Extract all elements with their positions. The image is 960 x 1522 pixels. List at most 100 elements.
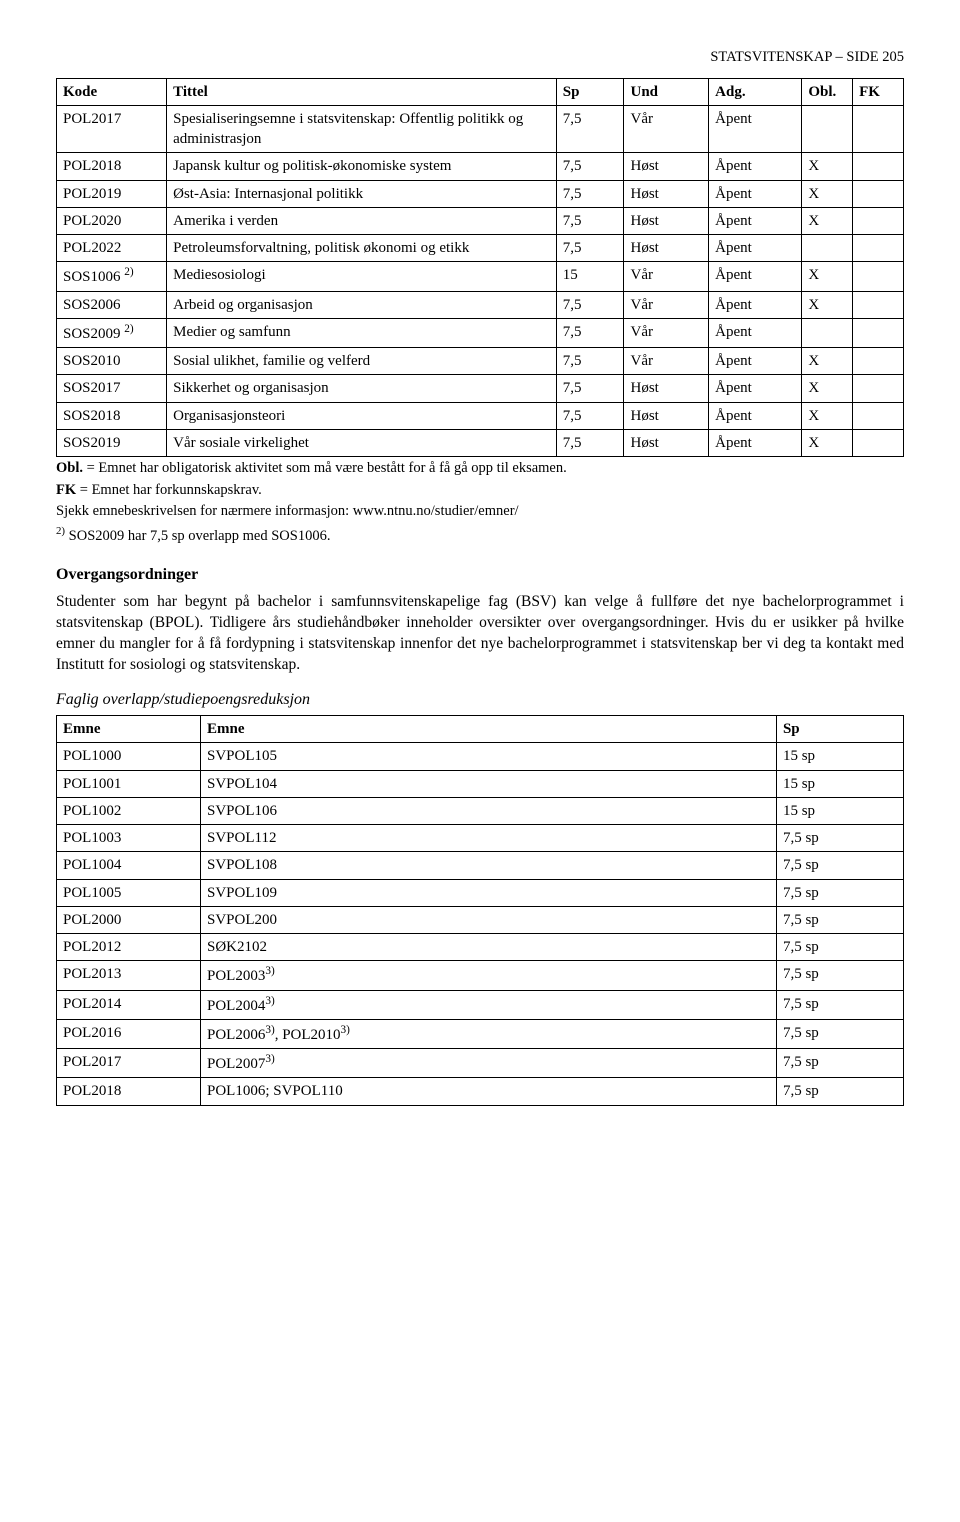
cell-sp: 7,5 [556,375,624,402]
note-fn2-sup: 2) [56,525,65,537]
cell-kode: SOS2017 [57,375,167,402]
overgang-heading: Overgangsordninger [56,564,904,586]
kode-sup: 2) [124,323,133,335]
table-row: SOS2006Arbeid og organisasjon7,5VårÅpent… [57,291,904,318]
cell-emne2: POL1006; SVPOL110 [200,1078,776,1105]
cell-overlap-sp: 7,5 sp [776,879,903,906]
cell-overlap-sp: 15 sp [776,770,903,797]
emne2-sup: 3) [265,1024,274,1036]
cell-kode: POL2018 [57,153,167,180]
cell-obl [802,318,853,347]
note-fk: FK = Emnet har forkunnskapskrav. [56,481,904,501]
cell-emne2: SØK2102 [200,934,776,961]
cell-und: Høst [624,375,709,402]
cell-obl: X [802,402,853,429]
emne2-sup: 3) [341,1024,350,1036]
cell-und: Vår [624,262,709,291]
cell-adg: Åpent [709,375,802,402]
cell-obl: X [802,207,853,234]
cell-tittel: Sikkerhet og organisasjon [167,375,557,402]
cell-obl: X [802,429,853,456]
cell-emne2: SVPOL108 [200,852,776,879]
cell-obl: X [802,291,853,318]
cell-emne1: POL1004 [57,852,201,879]
cell-emne1: POL2000 [57,906,201,933]
cell-adg: Åpent [709,262,802,291]
cell-tittel: Mediesosiologi [167,262,557,291]
cell-emne2: SVPOL112 [200,825,776,852]
cell-emne2: POL20033) [200,961,776,990]
table-row: POL2018POL1006; SVPOL1107,5 sp [57,1078,904,1105]
overgang-para: Studenter som har begynt på bachelor i s… [56,592,904,676]
cell-adg: Åpent [709,291,802,318]
table-row: POL2020Amerika i verden7,5HøstÅpentX [57,207,904,234]
cell-overlap-sp: 15 sp [776,743,903,770]
cell-tittel: Petroleumsforvaltning, politisk økonomi … [167,235,557,262]
cell-emne1: POL1005 [57,879,201,906]
cell-emne1: POL1002 [57,797,201,824]
cell-sp: 7,5 [556,318,624,347]
table-row: POL2018Japansk kultur og politisk-økonom… [57,153,904,180]
cell-emne1: POL2017 [57,1049,201,1078]
cell-fk [853,180,904,207]
cell-overlap-sp: 7,5 sp [776,852,903,879]
cell-und: Vår [624,105,709,153]
cell-tittel: Organisasjonsteori [167,402,557,429]
cell-adg: Åpent [709,235,802,262]
cell-adg: Åpent [709,429,802,456]
cell-emne1: POL2018 [57,1078,201,1105]
cell-und: Vår [624,318,709,347]
cell-tittel: Spesialiseringsemne i statsvitenskap: Of… [167,105,557,153]
note-obl-text: = Emnet har obligatorisk aktivitet som m… [83,460,567,476]
note-fn2: 2) SOS2009 har 7,5 sp overlapp med SOS10… [56,524,904,546]
th-adg: Adg. [709,78,802,105]
cell-emne1: POL1003 [57,825,201,852]
cell-adg: Åpent [709,318,802,347]
cell-adg: Åpent [709,180,802,207]
table-row: POL1003SVPOL1127,5 sp [57,825,904,852]
note-fn2-text: SOS2009 har 7,5 sp overlapp med SOS1006. [65,528,330,544]
note-sjekk: Sjekk emnebeskrivelsen for nærmere infor… [56,502,904,522]
cell-emne2: SVPOL200 [200,906,776,933]
th-emne1: Emne [57,716,201,743]
cell-und: Høst [624,180,709,207]
cell-emne1: POL2014 [57,990,201,1019]
cell-obl [802,235,853,262]
table-row: POL2014POL20043)7,5 sp [57,990,904,1019]
cell-und: Høst [624,402,709,429]
cell-sp: 7,5 [556,429,624,456]
th-fk: FK [853,78,904,105]
table-row: POL2019Øst-Asia: Internasjonal politikk7… [57,180,904,207]
cell-und: Høst [624,153,709,180]
cell-sp: 7,5 [556,291,624,318]
cell-kode: SOS2006 [57,291,167,318]
cell-fk [853,105,904,153]
th-obl: Obl. [802,78,853,105]
cell-kode: SOS2018 [57,402,167,429]
cell-tittel: Medier og samfunn [167,318,557,347]
emne2-sup: 3) [265,1053,274,1065]
cell-fk [853,348,904,375]
th-overlap-sp: Sp [776,716,903,743]
cell-obl: X [802,262,853,291]
cell-overlap-sp: 7,5 sp [776,990,903,1019]
table-row: POL1005SVPOL1097,5 sp [57,879,904,906]
cell-emne2: SVPOL104 [200,770,776,797]
cell-obl [802,105,853,153]
cell-overlap-sp: 7,5 sp [776,1078,903,1105]
table-row: POL1000SVPOL10515 sp [57,743,904,770]
note-obl-label: Obl. [56,460,83,476]
table-row: SOS2009 2)Medier og samfunn7,5VårÅpent [57,318,904,347]
table-row: POL2000SVPOL2007,5 sp [57,906,904,933]
cell-obl: X [802,180,853,207]
cell-emne1: POL1000 [57,743,201,770]
cell-fk [853,429,904,456]
cell-adg: Åpent [709,105,802,153]
cell-fk [853,262,904,291]
page-header-text: STATSVITENSKAP – SIDE 205 [710,49,904,65]
cell-adg: Åpent [709,402,802,429]
cell-fk [853,375,904,402]
cell-fk [853,291,904,318]
table-notes: Obl. = Emnet har obligatorisk aktivitet … [56,459,904,546]
cell-und: Høst [624,207,709,234]
